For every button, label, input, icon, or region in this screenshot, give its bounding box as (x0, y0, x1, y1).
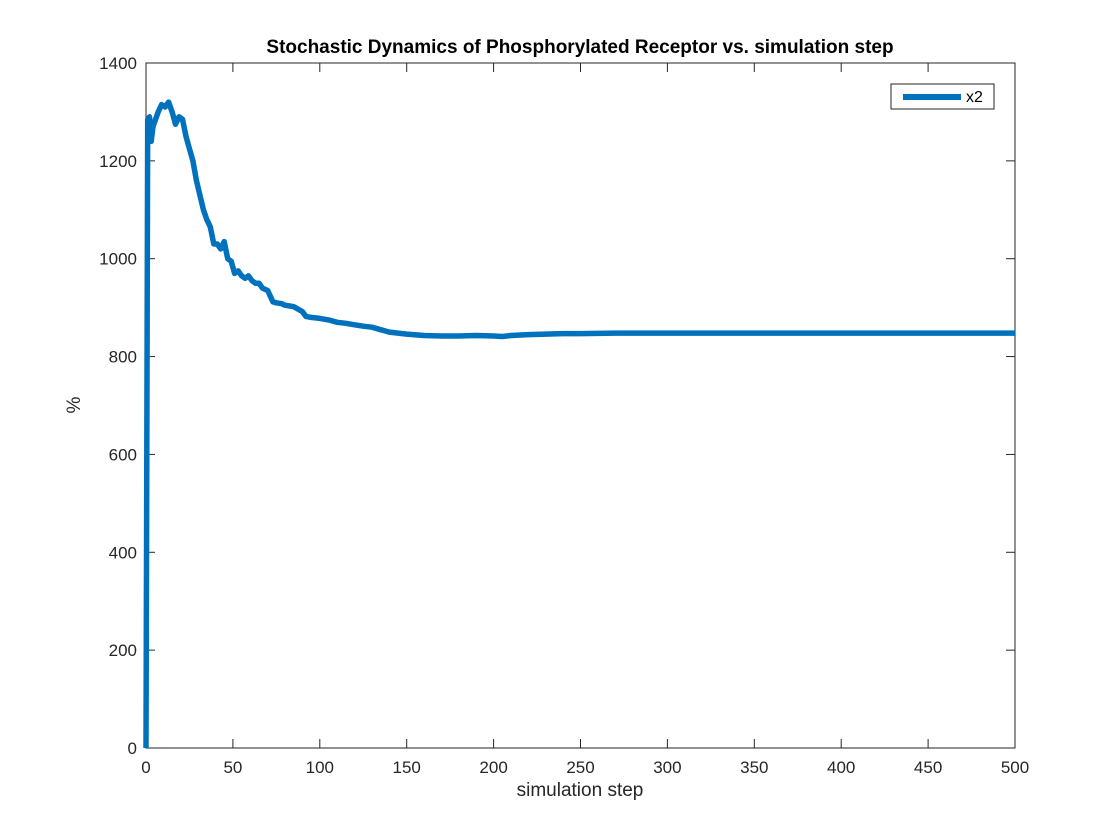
series-line-x2 (143, 99, 1015, 749)
y-tick-label: 0 (128, 739, 137, 758)
x-tick-label: 450 (914, 758, 942, 777)
y-tick-label: 800 (109, 348, 137, 367)
x-axis-ticks: 0 50 100 150 200 250 300 350 400 450 500 (141, 63, 1029, 777)
x-tick-label: 100 (306, 758, 334, 777)
x-tick-label: 400 (827, 758, 855, 777)
x-tick-label: 150 (393, 758, 421, 777)
y-axis-ticks: 0 200 400 600 800 1000 1200 1400 (99, 54, 1015, 758)
y-tick-label: 1400 (99, 54, 137, 73)
chart-title: Stochastic Dynamics of Phosphorylated Re… (266, 37, 893, 58)
y-tick-label: 1200 (99, 152, 137, 171)
x-tick-label: 0 (141, 758, 150, 777)
x-tick-label: 300 (653, 758, 681, 777)
y-tick-label: 400 (109, 543, 137, 562)
y-axis-label: % (64, 396, 85, 413)
y-tick-label: 200 (109, 641, 137, 660)
x-tick-label: 50 (223, 758, 242, 777)
plot-area (145, 62, 1016, 749)
x-tick-label: 200 (479, 758, 507, 777)
legend-label-x2: x2 (966, 89, 983, 106)
legend: x2 (890, 83, 995, 110)
y-tick-label: 600 (109, 445, 137, 464)
x-tick-label: 250 (566, 758, 594, 777)
x-tick-label: 500 (1001, 758, 1029, 777)
x-tick-label: 350 (740, 758, 768, 777)
series-layer (143, 99, 1015, 749)
y-tick-label: 1000 (99, 250, 137, 269)
x-axis-label: simulation step (517, 780, 644, 801)
